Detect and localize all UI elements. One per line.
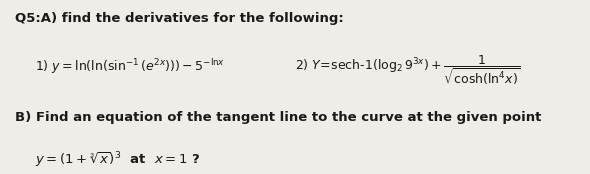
- Text: B) Find an equation of the tangent line to the curve at the given point: B) Find an equation of the tangent line …: [15, 111, 541, 124]
- Text: 2) $Y\!=\!\mathrm{sech}\text{-}1(\log_2 9^{3x}) + \dfrac{1}{\sqrt{\mathrm{cosh}(: 2) $Y\!=\!\mathrm{sech}\text{-}1(\log_2 …: [295, 54, 521, 88]
- Text: 1) $y = \mathrm{ln}(\mathrm{ln}(\sin^{-1}(e^{2x}))) - 5^{-\mathrm{ln}x}$: 1) $y = \mathrm{ln}(\mathrm{ln}(\sin^{-1…: [35, 57, 225, 76]
- Text: $y = (1 + \sqrt[3]{x})^3$  at  $x = 1$ ?: $y = (1 + \sqrt[3]{x})^3$ at $x = 1$ ?: [35, 151, 201, 170]
- Text: Q5:A) find the derivatives for the following:: Q5:A) find the derivatives for the follo…: [15, 12, 343, 25]
